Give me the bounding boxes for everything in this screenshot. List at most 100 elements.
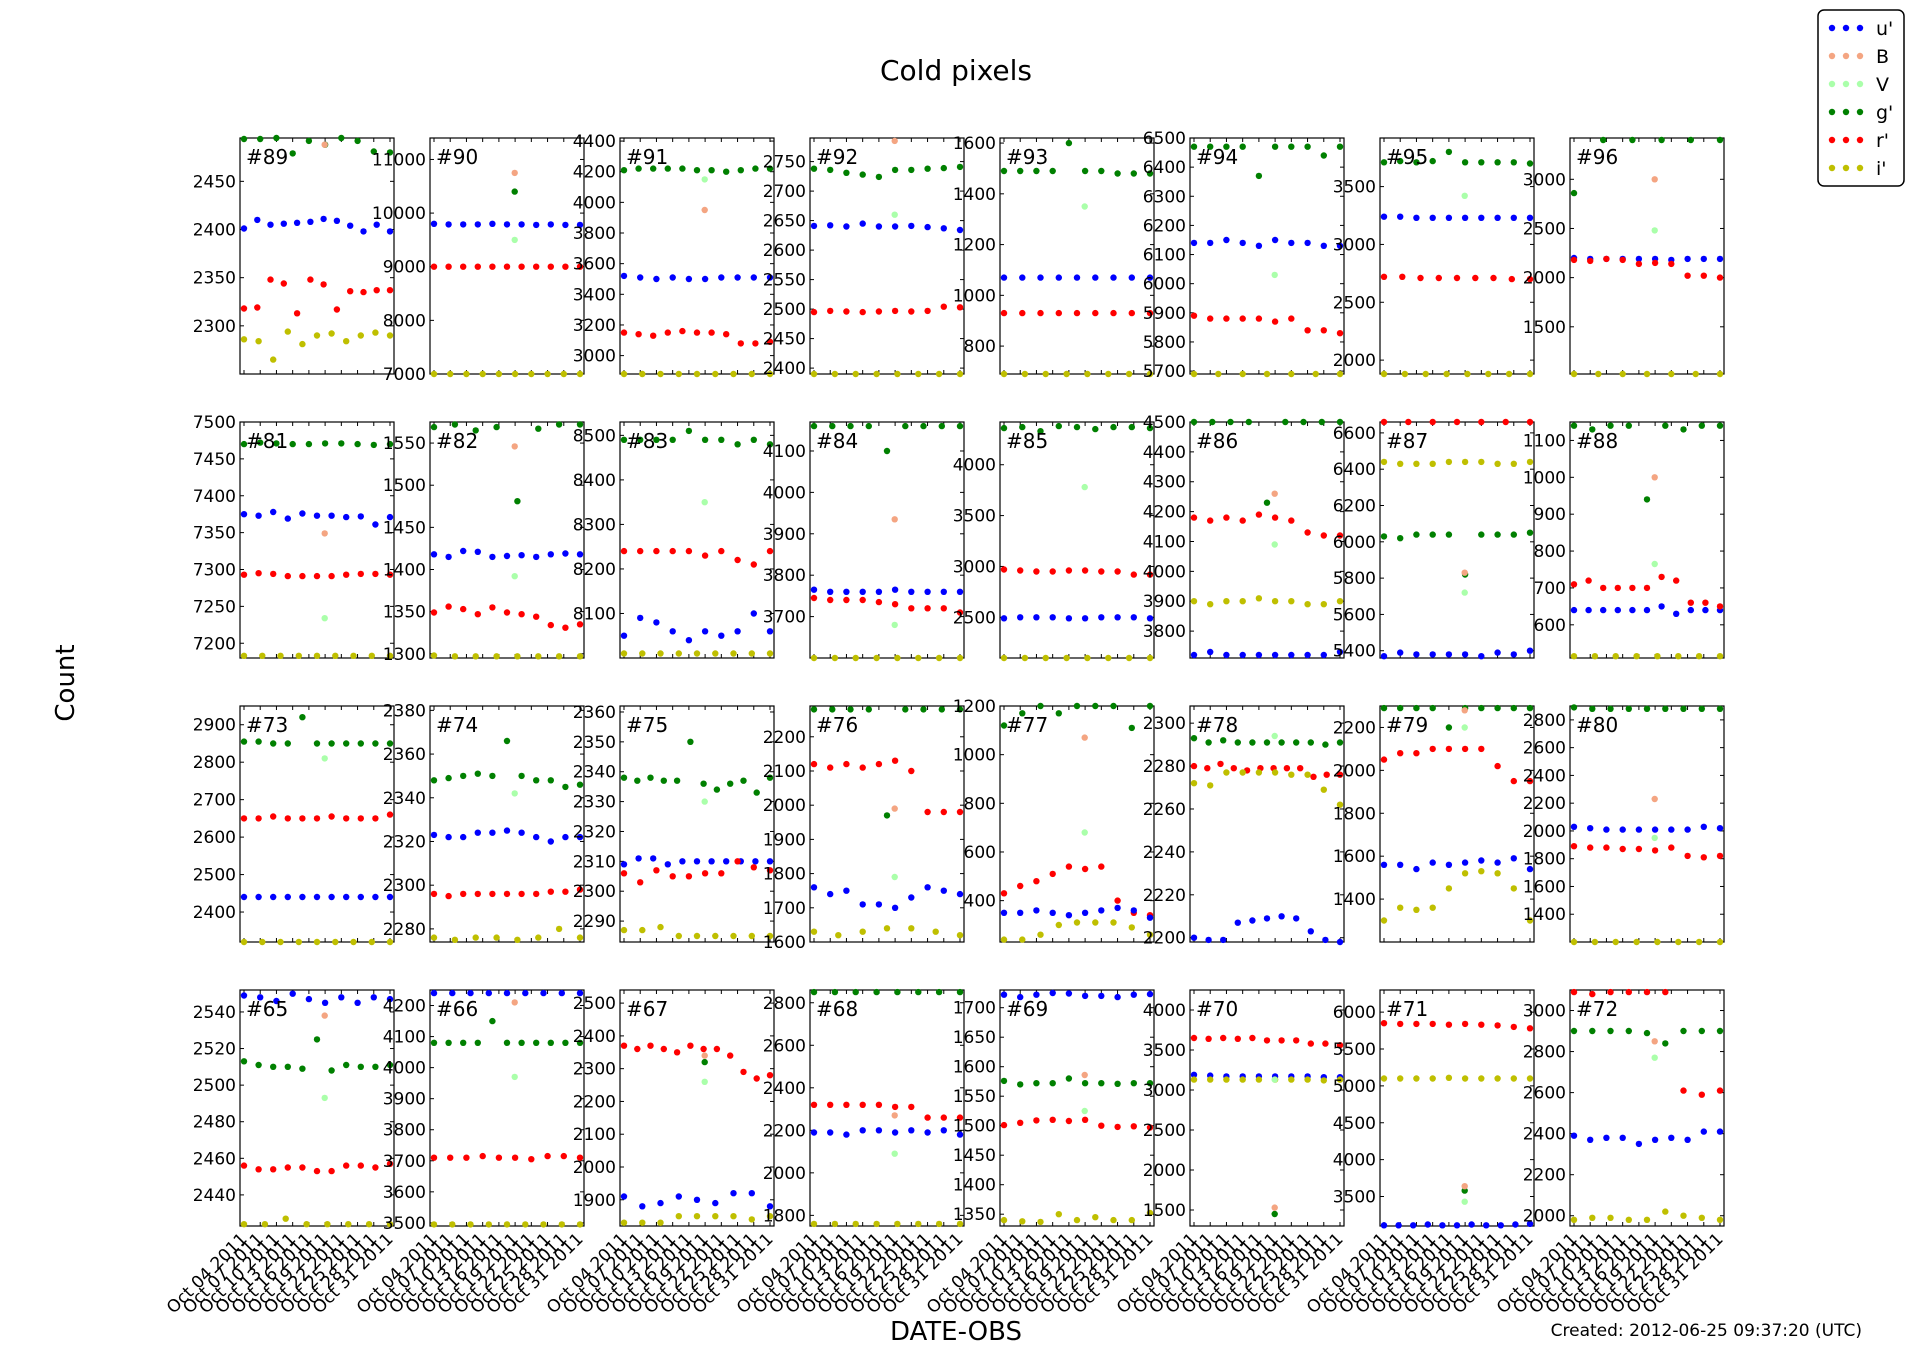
data-point (240, 336, 248, 343)
panel-label: #93 (1006, 145, 1048, 169)
data-point (1217, 760, 1224, 768)
data-point (1494, 159, 1501, 166)
data-point (343, 338, 350, 345)
data-point (386, 995, 394, 1003)
data-point (1223, 236, 1230, 244)
data-point (373, 221, 380, 228)
y-tick-label: 3500 (1143, 1041, 1186, 1061)
data-point (1092, 425, 1099, 433)
data-point (320, 215, 327, 223)
y-tick-label: 1400 (953, 1176, 996, 1196)
data-point (555, 925, 563, 933)
data-point (345, 1221, 352, 1228)
data-point (1526, 777, 1534, 785)
data-point (1445, 148, 1453, 156)
y-tick-label: 2260 (1143, 800, 1186, 820)
data-point (1146, 309, 1154, 317)
y-tick-label: 3900 (383, 1090, 426, 1110)
data-point (1698, 705, 1706, 712)
data-point (1146, 654, 1154, 662)
data-point (727, 780, 734, 787)
data-point (555, 421, 563, 428)
data-point (1114, 897, 1121, 904)
data-point (1380, 861, 1388, 868)
data-point (255, 815, 262, 822)
y-tick-label: 3800 (573, 224, 616, 244)
data-point (1190, 651, 1198, 659)
data-point (1055, 710, 1063, 717)
data-point (1239, 598, 1246, 605)
data-point (386, 513, 394, 521)
data-point (859, 596, 866, 604)
data-point (1049, 989, 1056, 997)
y-tick-label: 1800 (763, 1206, 806, 1226)
y-tick-label: 5800 (1333, 569, 1376, 589)
y-tick-label: 2200 (1333, 718, 1376, 738)
data-point (430, 890, 438, 898)
data-point (270, 740, 277, 747)
data-point (1485, 370, 1492, 378)
data-point (1600, 606, 1607, 614)
data-point (1304, 601, 1311, 608)
data-point (511, 1073, 518, 1081)
data-point (1293, 915, 1300, 922)
data-point (639, 650, 646, 657)
data-point (460, 263, 467, 270)
data-point (313, 1167, 321, 1175)
data-point (547, 777, 554, 784)
data-point (1619, 1134, 1626, 1142)
data-point (620, 167, 628, 174)
data-point (289, 990, 296, 997)
data-point (1017, 909, 1024, 916)
data-point (1478, 653, 1485, 660)
data-point (810, 928, 818, 935)
data-point (1033, 878, 1040, 885)
data-point (1271, 143, 1279, 150)
data-point (1128, 1216, 1136, 1224)
data-point (924, 808, 931, 816)
data-point (940, 588, 947, 595)
data-point (299, 510, 306, 517)
data-point (474, 263, 481, 270)
data-point (576, 370, 584, 378)
y-tick-label: 2240 (1143, 843, 1186, 863)
data-point (1271, 271, 1278, 279)
data-point (1651, 826, 1659, 833)
data-point (1570, 938, 1578, 946)
data-point (1478, 704, 1485, 712)
y-tick-label: 2500 (1143, 1121, 1186, 1141)
data-point (240, 305, 248, 312)
data-point (430, 1039, 438, 1047)
data-point (753, 789, 760, 796)
data-point (576, 1154, 584, 1161)
data-point (1098, 1122, 1105, 1129)
data-point (576, 934, 584, 941)
data-point (1494, 1022, 1501, 1029)
y-tick-label: 1450 (953, 1146, 996, 1166)
data-point (357, 1162, 364, 1169)
data-point (1307, 739, 1315, 746)
data-point (1651, 474, 1658, 481)
y-tick-label: 2220 (1143, 886, 1186, 906)
data-point (750, 274, 757, 281)
data-point (1322, 1040, 1329, 1047)
data-point (1612, 653, 1619, 660)
data-point (255, 570, 262, 577)
data-point (1700, 1128, 1708, 1135)
data-point (669, 873, 676, 880)
data-point (1098, 863, 1105, 870)
data-point (240, 738, 248, 745)
data-point (1698, 422, 1706, 429)
y-tick-label: 9000 (383, 258, 426, 278)
data-point (576, 1221, 584, 1228)
data-point (1687, 599, 1695, 606)
y-tick-label: 1300 (383, 645, 426, 665)
data-point (1429, 1075, 1436, 1082)
data-point (460, 890, 467, 898)
y-tick-label: 4000 (1143, 562, 1186, 582)
data-point (1397, 861, 1404, 868)
data-point (1146, 1209, 1154, 1217)
y-tick-label: 4100 (1143, 532, 1186, 552)
